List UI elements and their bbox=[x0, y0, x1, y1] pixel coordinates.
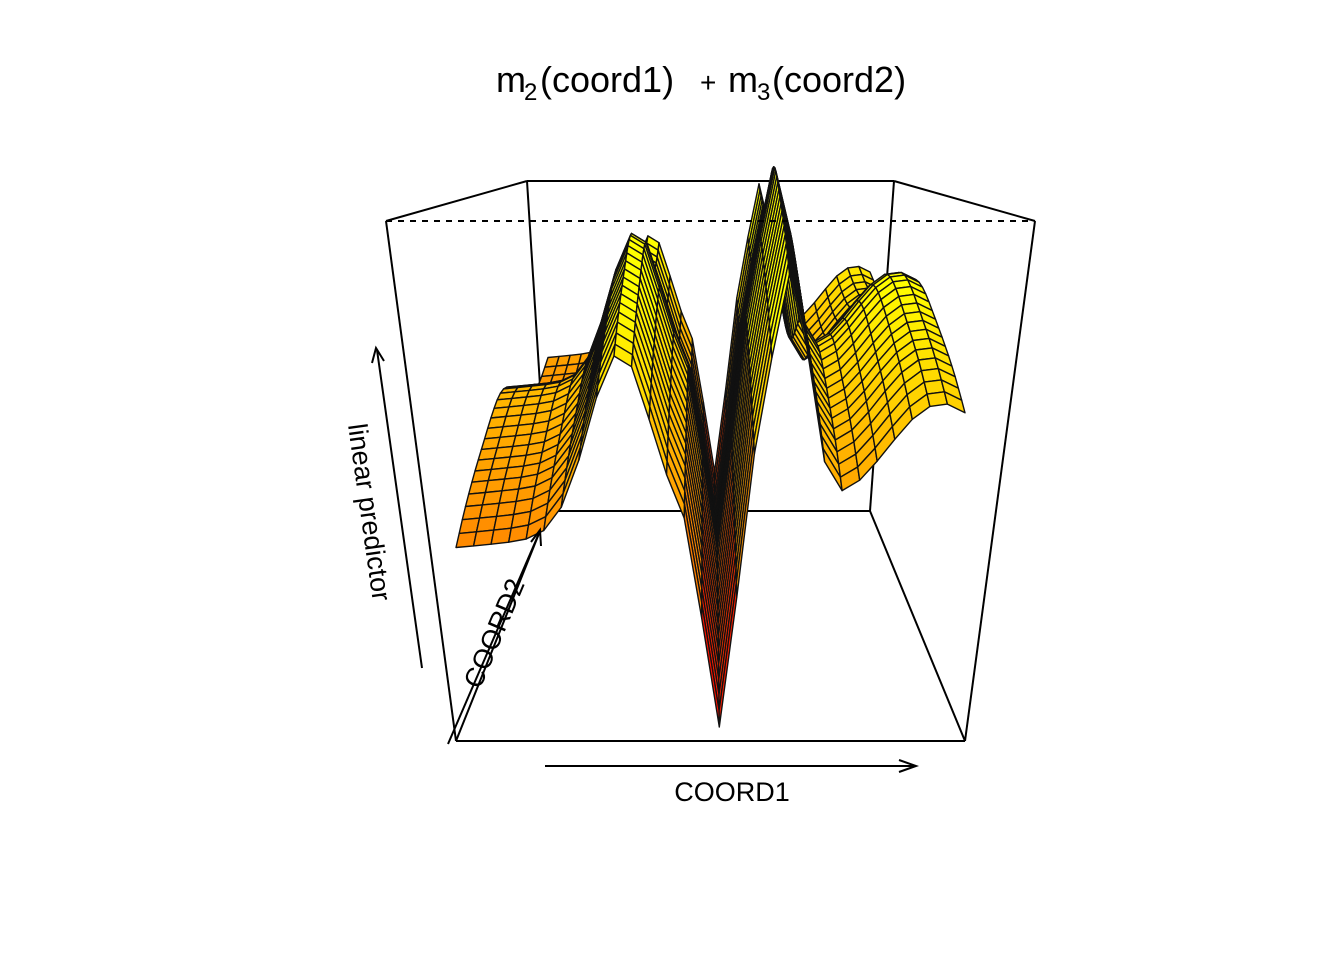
chart-title: m 2 (coord1) + m 3 (coord2) bbox=[496, 59, 906, 106]
title-m2-sub: 2 bbox=[524, 79, 537, 106]
axis-arrows bbox=[371, 345, 920, 773]
zaxis-arrow-head bbox=[371, 345, 385, 364]
box-front-right-vertical bbox=[964, 220, 1036, 742]
box-front-left-vertical bbox=[385, 220, 457, 742]
title-m3-sub: 3 bbox=[757, 79, 770, 106]
surface-facet bbox=[508, 524, 530, 543]
title-m3-main: m bbox=[728, 59, 758, 100]
box-floor-right bbox=[869, 510, 966, 742]
zaxis-label: linear predictor bbox=[342, 422, 397, 603]
yaxis-label: COORD2 bbox=[458, 574, 531, 692]
surface-mesh bbox=[455, 166, 966, 728]
box-front bbox=[385, 220, 1036, 742]
xaxis-label: COORD1 bbox=[674, 777, 790, 807]
zaxis-arrow-line bbox=[376, 349, 423, 669]
title-plus: + bbox=[700, 67, 716, 98]
yaxis-arrow-head bbox=[530, 527, 542, 547]
title-m3-arg: (coord2) bbox=[772, 59, 906, 100]
xaxis-arrow-head bbox=[898, 759, 920, 773]
title-m2-arg: (coord1) bbox=[540, 59, 674, 100]
box-back-top-right bbox=[893, 180, 1036, 222]
surface-facet bbox=[943, 391, 966, 414]
yaxis-arrow-line bbox=[447, 530, 541, 745]
box-back-top-left bbox=[385, 180, 528, 222]
title-m2-main: m bbox=[496, 59, 526, 100]
